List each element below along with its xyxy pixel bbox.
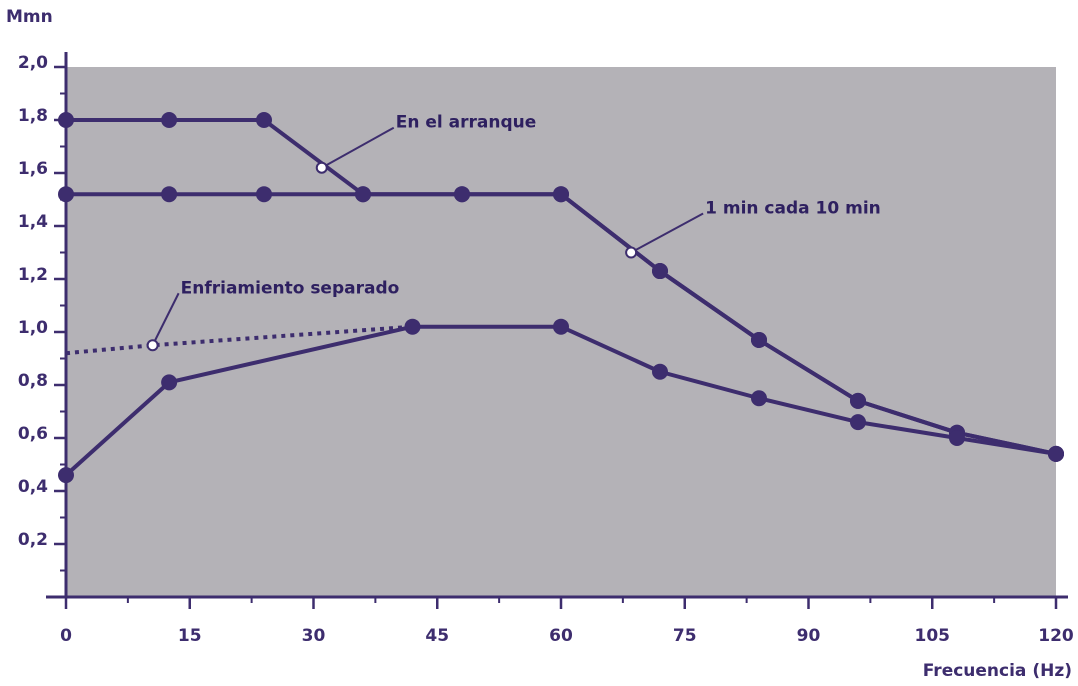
annotation-label: Enfriamiento separado bbox=[181, 278, 400, 298]
data-point bbox=[949, 430, 965, 446]
annotation-marker bbox=[146, 339, 159, 352]
annotation-leader bbox=[630, 212, 704, 254]
annotation-layer: En el arranque 1 min cada 10 min Enfriamie… bbox=[146, 113, 881, 352]
axes: 0 15 30 45 60 75 90 105 120 0,2 0,4 0,6 0,8 1,0 1,2 1,4… bbox=[18, 52, 1074, 646]
data-point bbox=[850, 392, 866, 409]
data-point bbox=[751, 331, 767, 348]
y-tick-label: 1,8 bbox=[18, 106, 48, 126]
data-point bbox=[751, 390, 767, 407]
y-tick-label: 1,6 bbox=[18, 159, 48, 179]
x-tick-label: 105 bbox=[915, 626, 951, 646]
data-point bbox=[161, 112, 178, 128]
data-point bbox=[850, 414, 866, 431]
y-tick-label: 0,4 bbox=[18, 477, 48, 497]
x-tick-label: 120 bbox=[1038, 626, 1074, 646]
y-tick-label: 0,6 bbox=[18, 424, 48, 444]
y-tick-label: 1,0 bbox=[18, 318, 48, 338]
x-tick-label: 15 bbox=[178, 626, 202, 646]
annotation-marker bbox=[625, 246, 638, 259]
annotation-leader bbox=[321, 126, 395, 169]
data-point bbox=[404, 318, 421, 335]
x-tick-label: 30 bbox=[302, 626, 326, 646]
annotation-label: En el arranque bbox=[396, 113, 537, 133]
data-point bbox=[454, 186, 470, 203]
y-tick-label: 2,0 bbox=[18, 53, 48, 73]
y-tick-label: 0,2 bbox=[18, 530, 48, 550]
y-tick-label: 0,8 bbox=[18, 371, 48, 391]
data-point bbox=[652, 363, 668, 380]
x-tick-label: 45 bbox=[425, 626, 449, 646]
annotation-label: 1 min cada 10 min bbox=[705, 199, 881, 219]
data-point bbox=[652, 263, 668, 280]
data-point bbox=[161, 374, 178, 391]
data-point bbox=[553, 318, 569, 335]
annotation-marker bbox=[315, 161, 328, 174]
annotation-leader bbox=[151, 292, 180, 346]
x-axis-title: Frecuencia (Hz) bbox=[923, 661, 1072, 681]
series-layer bbox=[58, 112, 1064, 484]
data-point bbox=[355, 186, 371, 203]
data-point bbox=[1048, 445, 1064, 462]
y-tick-label: 1,4 bbox=[18, 212, 48, 232]
x-tick-label: 90 bbox=[797, 626, 821, 646]
data-point bbox=[58, 186, 74, 203]
series-line bbox=[65, 324, 413, 356]
y-axis-title: Mmn bbox=[6, 7, 53, 27]
data-point bbox=[58, 112, 74, 128]
x-tick-label: 60 bbox=[549, 626, 573, 646]
data-point bbox=[58, 467, 74, 484]
data-point bbox=[256, 186, 272, 203]
data-point bbox=[553, 186, 569, 203]
y-tick-label: 1,2 bbox=[18, 265, 48, 285]
data-point bbox=[161, 186, 178, 203]
data-point bbox=[256, 112, 272, 128]
x-tick-label: 0 bbox=[60, 626, 72, 646]
x-tick-label: 75 bbox=[673, 626, 697, 646]
